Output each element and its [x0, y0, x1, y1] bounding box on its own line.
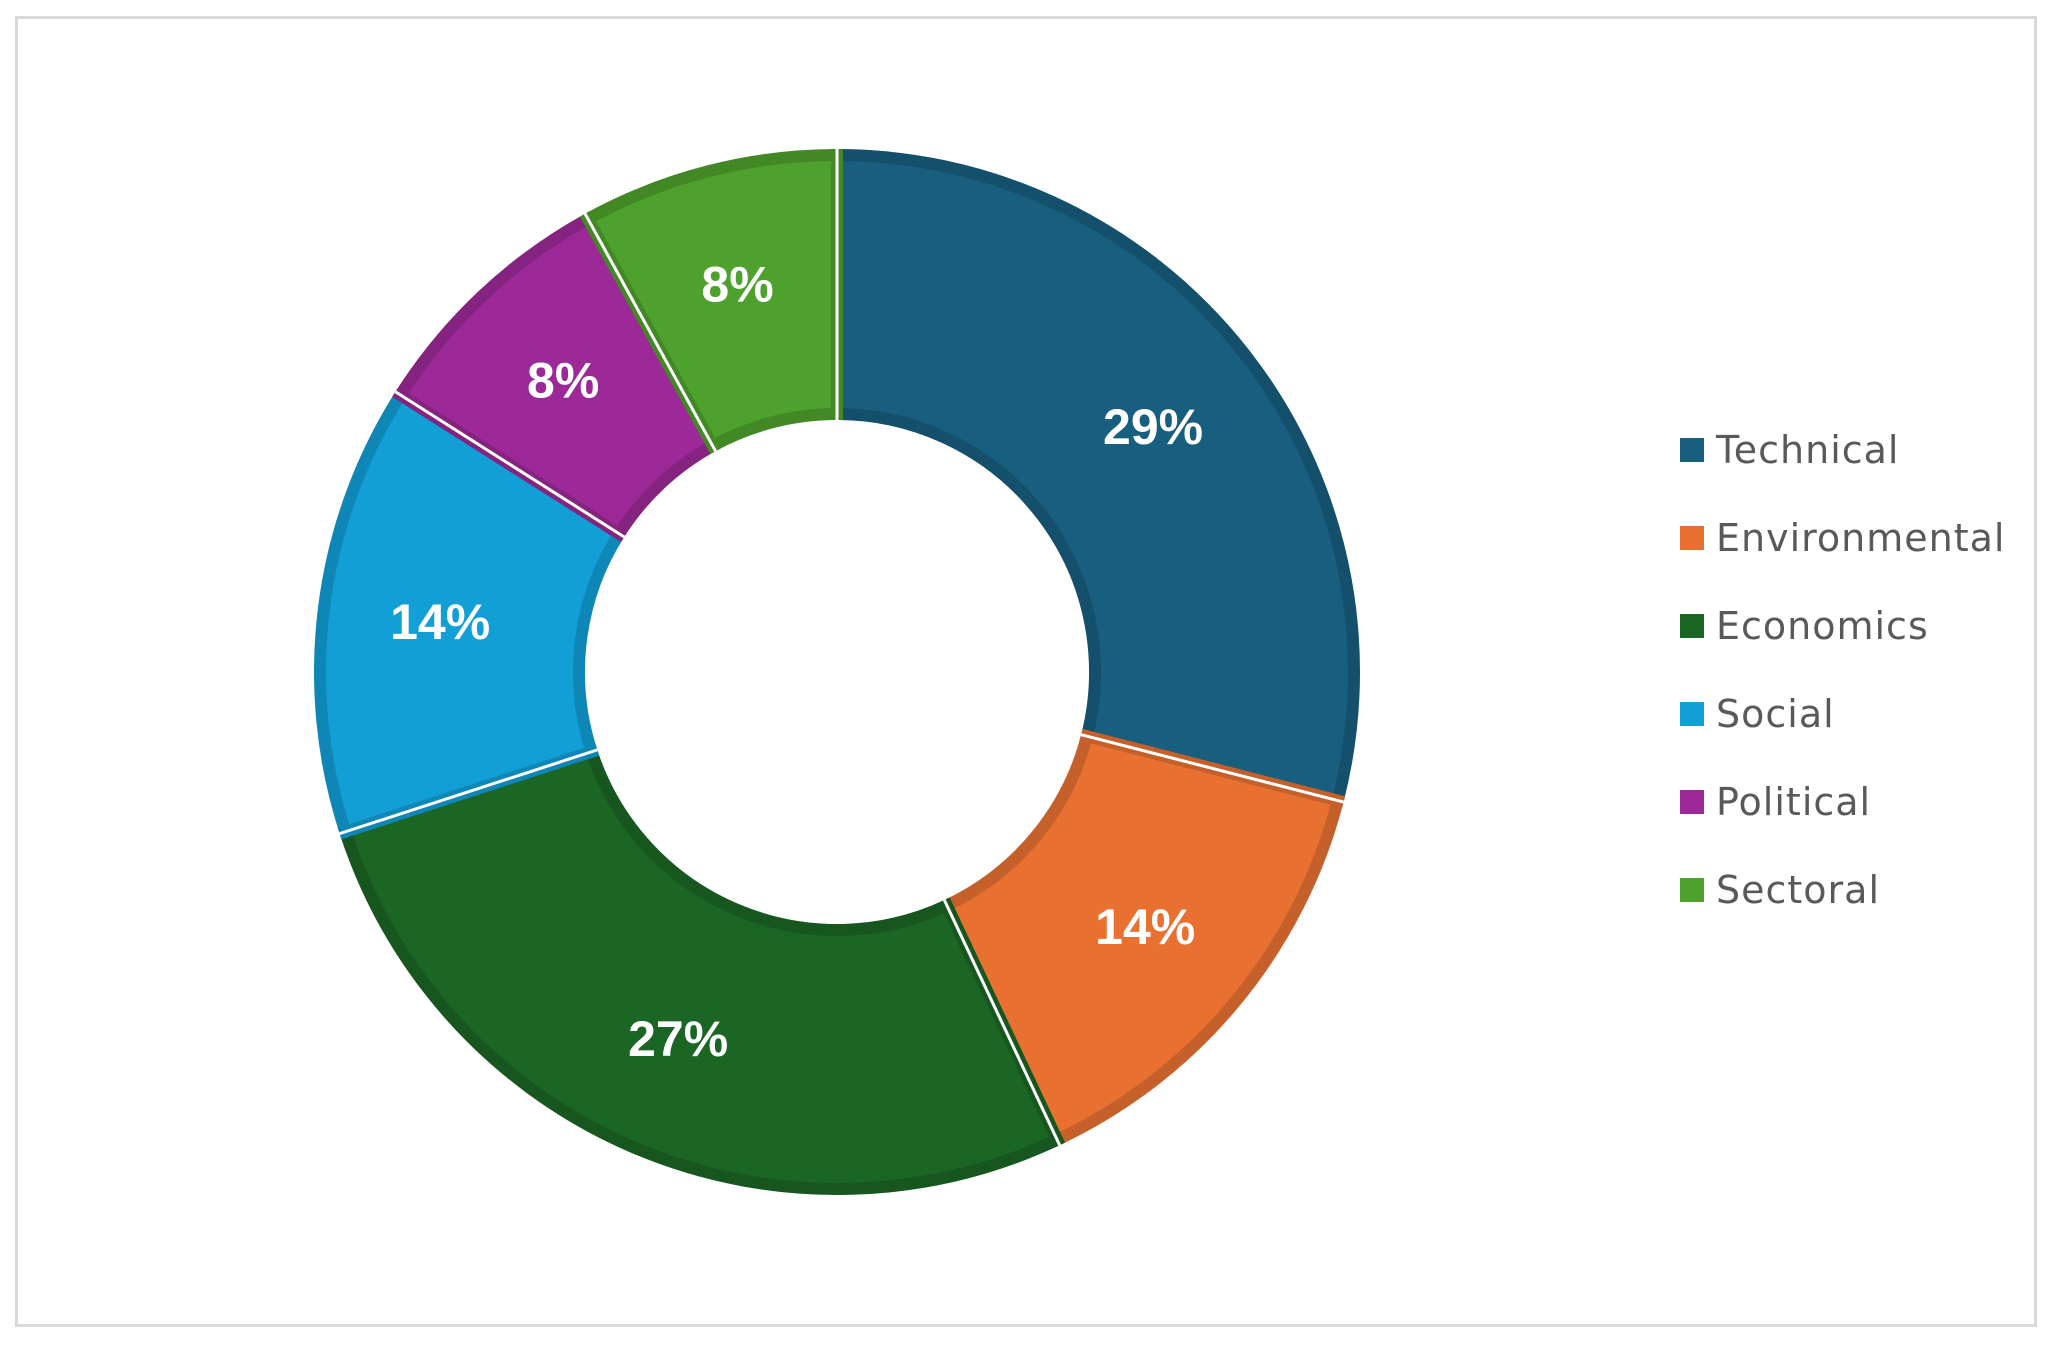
legend-item-technical: Technical: [1680, 428, 2005, 472]
data-label-social: 14%: [390, 594, 490, 650]
legend-item-political: Political: [1680, 780, 2005, 824]
legend-label-technical: Technical: [1716, 428, 1900, 472]
data-label-technical: 29%: [1103, 399, 1203, 455]
data-label-economics: 27%: [628, 1011, 728, 1067]
legend-item-social: Social: [1680, 692, 2005, 736]
data-label-environmental: 14%: [1095, 899, 1195, 955]
legend-label-economics: Economics: [1716, 604, 1929, 648]
legend-item-environmental: Environmental: [1680, 516, 2005, 560]
legend-swatch-economics: [1680, 614, 1704, 638]
legend-item-economics: Economics: [1680, 604, 2005, 648]
legend-item-sectoral: Sectoral: [1680, 868, 2005, 912]
data-label-political: 8%: [527, 352, 599, 408]
legend-label-sectoral: Sectoral: [1716, 868, 1881, 912]
donut-slice-environmental: [938, 728, 1346, 1148]
legend: Technical Environmental Economics Social…: [1680, 428, 2005, 956]
slice-separator: [1080, 733, 1344, 804]
legend-swatch-environmental: [1680, 526, 1704, 550]
legend-swatch-sectoral: [1680, 878, 1704, 902]
legend-label-political: Political: [1716, 780, 1872, 824]
slice-separator: [339, 748, 598, 836]
slice-separator: [942, 899, 1062, 1146]
donut-slice-economics: [337, 744, 1066, 1195]
donut-slice-technical: [831, 148, 1360, 808]
legend-label-social: Social: [1716, 692, 1835, 736]
data-label-sectoral: 8%: [701, 257, 773, 313]
legend-swatch-social: [1680, 702, 1704, 726]
legend-swatch-political: [1680, 790, 1704, 814]
legend-label-environmental: Environmental: [1716, 516, 2006, 560]
slice-separator: [583, 212, 717, 452]
donut-slice-social: [314, 386, 628, 840]
slice-separator: [394, 390, 626, 539]
legend-swatch-technical: [1680, 438, 1704, 462]
